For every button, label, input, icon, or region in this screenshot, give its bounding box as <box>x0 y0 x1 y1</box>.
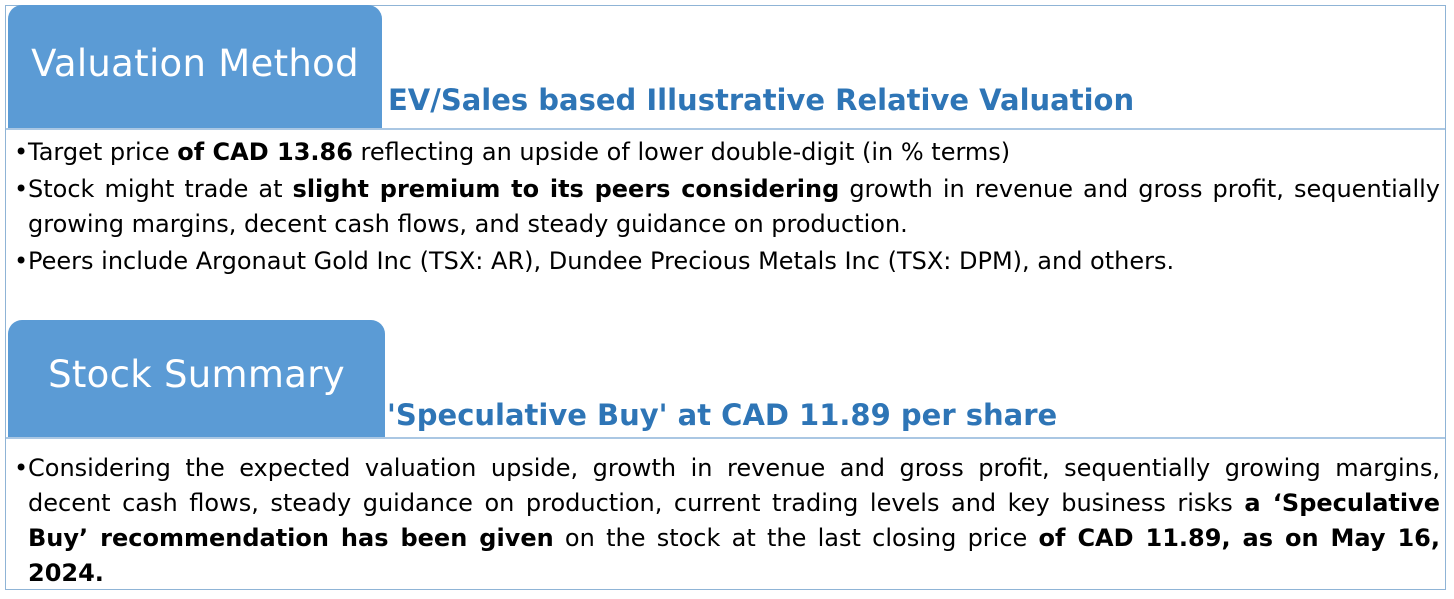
summary-subtitle: 'Speculative Buy' at CAD 11.89 per share <box>387 398 1058 432</box>
section-divider <box>6 437 1445 439</box>
valuation-bullet-peers: Peers include Argonaut Gold Inc (TSX: AR… <box>14 244 1440 279</box>
valuation-bullet-list: Target price of CAD 13.86 reflecting an … <box>14 135 1440 281</box>
section-divider <box>6 128 1445 130</box>
stock-summary-title: Stock Summary <box>48 353 345 396</box>
valuation-bullet-target-price: Target price of CAD 13.86 reflecting an … <box>14 135 1440 170</box>
valuation-subtitle: EV/Sales based Illustrative Relative Val… <box>388 83 1135 117</box>
valuation-bullet-premium: Stock might trade at slight premium to i… <box>14 172 1440 242</box>
valuation-method-tab: Valuation Method <box>8 5 382 128</box>
valuation-method-title: Valuation Method <box>31 42 359 85</box>
summary-bullet-recommendation: Considering the expected valuation upsid… <box>14 451 1440 591</box>
summary-bullet-list: Considering the expected valuation upsid… <box>14 451 1440 591</box>
stock-summary-tab: Stock Summary <box>8 320 385 437</box>
